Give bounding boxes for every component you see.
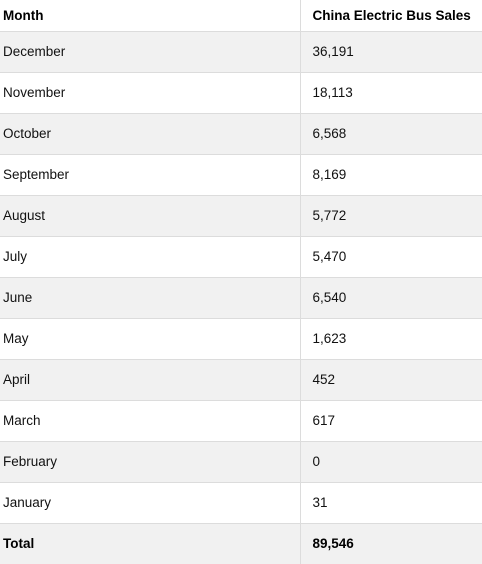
month-cell: May: [3, 330, 29, 346]
header-row: Month China Electric Bus Sales: [0, 0, 482, 32]
sales-cell: 6,540: [299, 277, 482, 318]
total-label: Total: [3, 536, 35, 551]
sales-cell: 0: [299, 441, 482, 482]
month-cell: August: [3, 207, 46, 223]
month-cell: April: [3, 371, 31, 387]
table-row: November 18,113: [0, 72, 482, 113]
table-footer: Total 89,546: [0, 523, 482, 564]
month-cell: December: [3, 43, 66, 59]
sales-cell: 8,169: [299, 154, 482, 195]
table-row: October 6,568: [0, 113, 482, 154]
sales-cell: 31: [299, 482, 482, 523]
table-row: August 5,772: [0, 195, 482, 236]
month-column-header: Month: [0, 0, 300, 32]
month-cell: July: [3, 248, 28, 264]
table-row: January 31: [0, 482, 482, 523]
table-row: September 8,169: [0, 154, 482, 195]
sales-cell: 5,470: [299, 236, 482, 277]
table-row: May 1,623: [0, 318, 482, 359]
total-value: 89,546: [299, 523, 482, 564]
sales-cell: 5,772: [299, 195, 482, 236]
sales-cell: 617: [299, 400, 482, 441]
table-row: February 0: [0, 441, 482, 482]
table-body: December 36,191 November 18,113 October …: [0, 31, 482, 523]
table-header: Month China Electric Bus Sales: [0, 0, 482, 32]
sales-cell: 18,113: [299, 72, 482, 113]
sales-cell: 452: [299, 359, 482, 400]
table-row: March 617: [0, 400, 482, 441]
month-cell: March: [3, 412, 41, 428]
month-cell: January: [3, 494, 52, 510]
month-cell: June: [3, 289, 33, 305]
sales-column-header: China Electric Bus Sales: [299, 0, 482, 32]
month-cell: September: [3, 166, 70, 182]
table-row: July 5,470: [0, 236, 482, 277]
sales-cell: 6,568: [299, 113, 482, 154]
month-cell: October: [3, 125, 52, 141]
sales-cell: 36,191: [299, 31, 482, 72]
month-cell: February: [3, 453, 58, 469]
total-row: Total 89,546: [0, 523, 482, 564]
table-row: June 6,540: [0, 277, 482, 318]
table-row: April 452: [0, 359, 482, 400]
sales-cell: 1,623: [299, 318, 482, 359]
month-cell: November: [3, 84, 66, 100]
table-row: December 36,191: [0, 31, 482, 72]
